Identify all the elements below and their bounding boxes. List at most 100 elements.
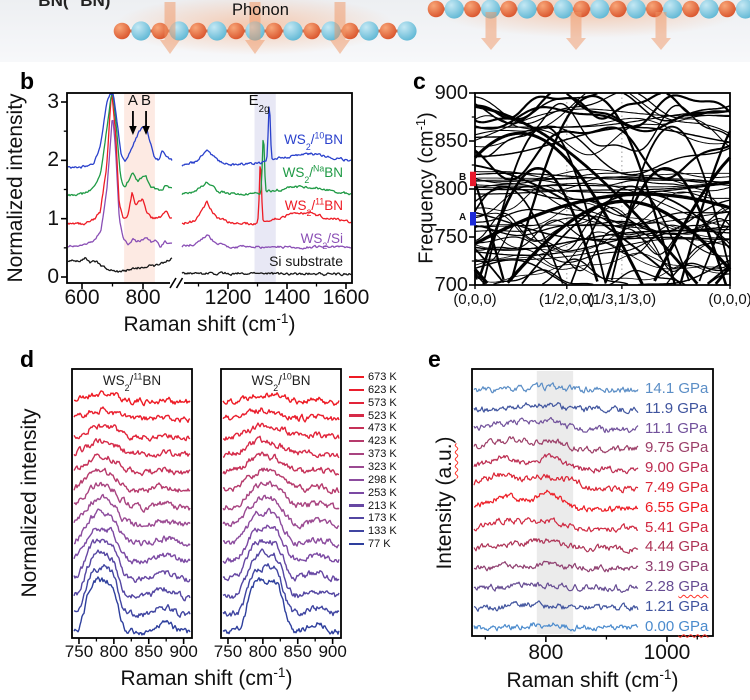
legend-item: 473 K <box>349 422 397 434</box>
pressure-label: 0.00 GPa <box>645 618 708 635</box>
legend-label: 473 K <box>368 422 397 435</box>
axis-break-slash <box>175 277 184 289</box>
atom-chain <box>427 0 750 19</box>
phonon-arrow-icon <box>160 2 180 54</box>
pressure-value: 1.21 <box>645 597 679 615</box>
orange-atom <box>303 22 321 40</box>
phonon-band <box>474 208 731 225</box>
legend-swatch <box>349 440 364 443</box>
e2g-annotation-label: E2g <box>248 92 270 115</box>
panel-a-strip: 10BN(11BN) Phonon <box>0 0 750 62</box>
legend-swatch <box>349 542 364 546</box>
orange-atom <box>718 0 736 18</box>
atom-chain <box>113 21 417 41</box>
plot-frame <box>471 368 714 637</box>
plot-frame <box>71 368 193 639</box>
pressure-label: 5.41 GPa <box>645 519 708 536</box>
series-label: WS2/Si <box>300 231 343 252</box>
orange-atom <box>151 22 169 40</box>
x-tick-label: 750 <box>213 642 243 661</box>
x-tick-label: 600 <box>64 286 100 309</box>
pressure-curve-9p75 <box>473 436 639 454</box>
orange-atom <box>682 0 700 18</box>
highlight-band <box>124 93 155 283</box>
x-tick-label: 900 <box>318 642 347 661</box>
temperature-curve-298K <box>74 508 191 547</box>
temperature-curve-523K <box>222 435 340 459</box>
panel-a-graphic <box>0 0 750 62</box>
x-tick-label: 1600 <box>322 286 370 309</box>
blue-atom <box>207 21 227 41</box>
legend-item: 213 K <box>349 500 397 512</box>
panel-b-raman-chart: Normalized intensity Raman shift (cm-1) … <box>0 65 420 348</box>
temperature-curve-323K <box>222 494 340 530</box>
panel-e-plot <box>471 368 714 642</box>
legend-label: 573 K <box>368 396 397 409</box>
orange-atom <box>464 0 481 18</box>
temperature-curve-623K <box>222 407 340 423</box>
legend-item: 573 K <box>349 397 397 409</box>
panel-c-plot <box>469 92 732 289</box>
pressure-curve-11p1 <box>473 416 639 434</box>
phonon-band <box>474 264 731 283</box>
orange-atom <box>113 22 131 40</box>
temperature-curve-523K <box>73 438 191 458</box>
phonon-band <box>475 126 731 158</box>
temperature-curve-77K <box>222 577 340 635</box>
pressure-value: 11.1 <box>645 419 678 437</box>
orange-atom <box>265 22 283 40</box>
legend-swatch <box>349 517 364 520</box>
temperature-curve-673K <box>73 390 191 407</box>
pressure-unit: GPa <box>678 479 709 496</box>
pressure-curve-6p55 <box>474 489 639 513</box>
temperature-curve-473K <box>73 453 191 477</box>
x-tick-label: 750 <box>64 642 94 661</box>
pressure-value: 0.00 <box>645 617 679 635</box>
y-tick-label: 800 <box>434 178 468 200</box>
x-tick-label: 850 <box>283 642 312 661</box>
pressure-value: 9.75 <box>645 439 679 457</box>
temperature-curve-173K <box>73 549 191 602</box>
y-tick-label: 3 <box>47 90 59 113</box>
legend-item: 323 K <box>349 461 397 473</box>
pressure-unit: GPa <box>678 518 709 536</box>
y-tick-label: 750 <box>434 226 468 248</box>
x-tick-label: 800 <box>248 642 278 661</box>
legend-label: 523 K <box>368 409 397 422</box>
phonon-band <box>474 106 731 133</box>
phonon-band <box>474 164 731 285</box>
y-tick-label: 900 <box>434 82 468 104</box>
legend-swatch <box>349 504 364 507</box>
spectrum-curve-ws210bn <box>67 93 352 169</box>
mode-marker-a <box>470 212 476 226</box>
panel-c-letter: c <box>413 68 426 94</box>
pressure-unit: GPa <box>678 578 709 595</box>
spectrum-curve-sisubstrate <box>67 256 352 277</box>
legend-swatch <box>349 388 364 391</box>
x-tick-label: 1400 <box>263 286 311 309</box>
legend-swatch <box>349 401 364 404</box>
y-tick-label: 1 <box>47 206 59 230</box>
panel-e-xlabel: Raman shift (cm-1) <box>506 667 679 692</box>
blue-atom <box>517 0 537 19</box>
phonon-arrow-icon <box>651 12 671 50</box>
peak-annotation-label: A <box>127 92 138 109</box>
panel-d-xlabel: Raman shift (cm-1) <box>120 665 293 690</box>
mode-marker-label: B <box>459 171 467 183</box>
temperature-curve-373K <box>222 480 340 511</box>
blue-atom <box>283 21 303 41</box>
legend-swatch <box>349 478 364 481</box>
legend-label: 423 K <box>368 435 397 448</box>
peak-annotation-label: B <box>141 92 152 109</box>
annotation-arrowhead <box>129 126 137 135</box>
legend-item: 133 K <box>349 525 397 537</box>
phonon-band <box>474 168 731 185</box>
mode-marker-b <box>470 171 476 187</box>
temperature-curve-423K <box>222 467 340 495</box>
pressure-label: 14.1 GPa <box>645 380 708 397</box>
panel-b-plot <box>61 92 353 289</box>
x-tick-label: 900 <box>169 642 198 661</box>
pressure-unit: GPa <box>678 617 709 635</box>
pressure-curve-4p44 <box>473 537 639 554</box>
